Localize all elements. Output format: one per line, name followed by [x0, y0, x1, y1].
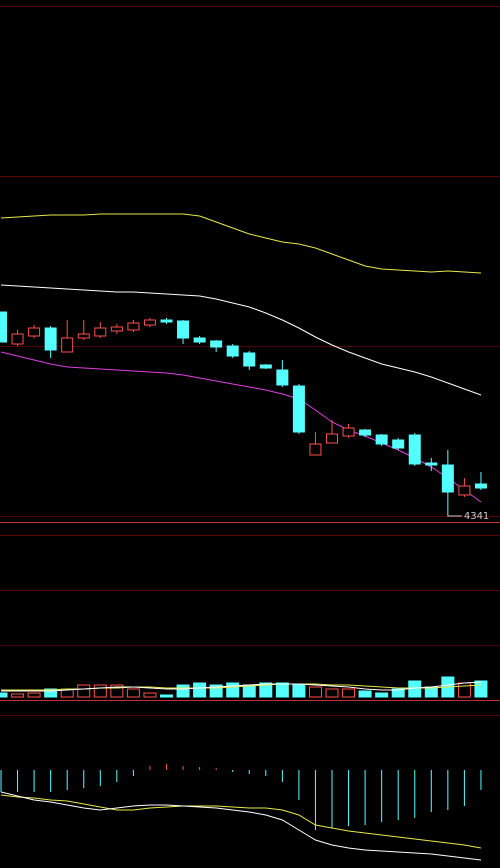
volume-bar — [292, 684, 306, 698]
candle-body — [276, 369, 289, 386]
candle-body — [259, 364, 272, 369]
candle-body — [77, 333, 90, 339]
candle-body — [474, 483, 487, 489]
candle-body — [226, 345, 239, 357]
indicator-line — [0, 351, 482, 503]
volume-bar — [11, 693, 25, 698]
candle-body — [110, 326, 123, 332]
volume-bar — [259, 682, 273, 698]
candle-body — [243, 352, 256, 367]
indicator-line — [1, 681, 482, 692]
volume-bar — [226, 682, 240, 698]
volume-bar — [275, 682, 289, 698]
candle-body — [11, 333, 24, 345]
volume-bar — [193, 682, 207, 698]
candle-body — [375, 434, 388, 445]
candle-body — [359, 429, 372, 436]
candle-body — [44, 327, 57, 351]
volume-bar — [160, 694, 173, 698]
volume-bar — [457, 682, 471, 698]
candle-body — [0, 311, 7, 343]
candle-body — [458, 485, 471, 496]
volume-bar — [391, 688, 405, 698]
candle-body — [210, 340, 223, 348]
volume-bar — [325, 688, 339, 698]
volume-bar — [474, 680, 488, 698]
low-pointer — [447, 514, 462, 517]
indicator-line — [0, 213, 482, 274]
volume-bar — [375, 692, 389, 698]
candle-body — [94, 327, 107, 337]
candle-body — [193, 337, 206, 343]
candle-body — [441, 464, 454, 493]
candle-body — [342, 427, 355, 437]
volume-bar — [27, 692, 41, 698]
candle-body — [61, 337, 74, 353]
candle-body — [177, 320, 190, 339]
candle-body — [143, 319, 156, 326]
candle-body — [160, 319, 173, 323]
volume-bar — [176, 684, 190, 698]
volume-bar — [77, 684, 91, 698]
volume-bar — [342, 688, 356, 698]
volume-bar — [0, 692, 8, 698]
candle-body — [408, 434, 421, 465]
candle-body — [292, 385, 305, 433]
candle-body — [309, 443, 322, 456]
volume-bar — [242, 684, 256, 698]
volume-bar — [93, 684, 107, 698]
indicator-line — [0, 794, 482, 849]
volume-bar — [126, 688, 140, 698]
candle-body — [326, 433, 338, 444]
volume-bar — [143, 692, 157, 698]
candle-body — [392, 439, 405, 449]
low-label: 4341 — [464, 511, 489, 522]
volume-bar — [308, 686, 322, 698]
candle-body — [127, 322, 140, 331]
candle-body — [425, 462, 438, 466]
indicator-line — [0, 791, 482, 861]
volume-bar — [358, 690, 372, 698]
indicator-line — [0, 284, 482, 396]
panel-separators — [0, 6, 500, 716]
volume-bar — [44, 688, 58, 698]
candle-body — [28, 327, 41, 337]
